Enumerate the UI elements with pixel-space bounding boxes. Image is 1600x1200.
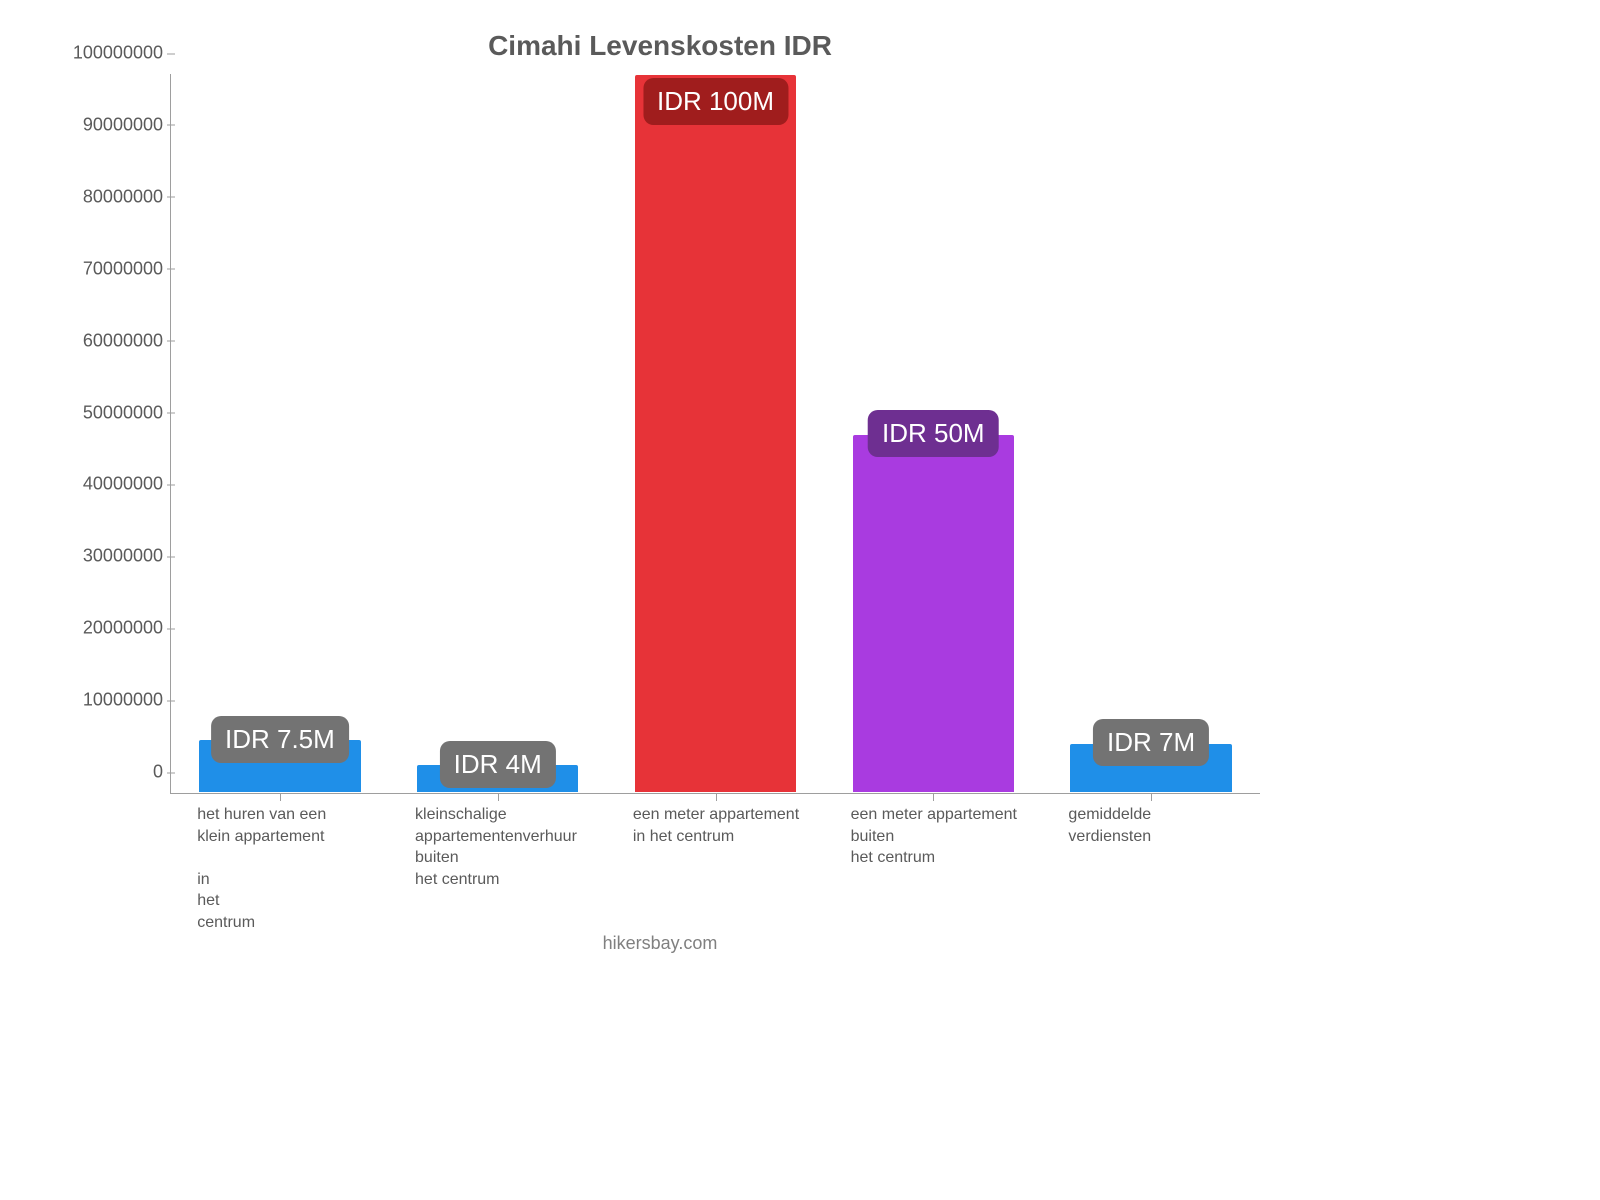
value-badge: IDR 7.5M (211, 716, 349, 763)
value-badge: IDR 4M (440, 741, 556, 788)
x-axis-label: het huren van een klein appartement in h… (197, 804, 397, 934)
y-tick-label: 10000000 (43, 690, 163, 711)
plot-area: 0100000002000000030000000400000005000000… (170, 74, 1260, 794)
bar (634, 74, 797, 793)
x-axis-label: een meter appartement in het centrum (633, 804, 833, 847)
chart-footer: hikersbay.com (40, 933, 1280, 954)
y-tick-label: 60000000 (43, 330, 163, 351)
value-badge: IDR 50M (868, 410, 999, 457)
y-tick-label: 0 (43, 762, 163, 783)
x-axis-label: kleinschalige appartementenverhuur buite… (415, 804, 615, 890)
y-tick-label: 40000000 (43, 474, 163, 495)
chart-container: Cimahi Levenskosten IDR 0100000002000000… (40, 20, 1280, 960)
y-tick-label: 90000000 (43, 114, 163, 135)
y-tick-label: 30000000 (43, 546, 163, 567)
chart-title: Cimahi Levenskosten IDR (40, 30, 1280, 62)
x-axis-label: een meter appartement buiten het centrum (851, 804, 1051, 869)
y-tick-label: 70000000 (43, 258, 163, 279)
value-badge: IDR 100M (643, 78, 788, 125)
bar (852, 434, 1015, 794)
y-tick-label: 20000000 (43, 618, 163, 639)
x-axis-label: gemiddelde verdiensten (1068, 804, 1268, 847)
value-badge: IDR 7M (1093, 719, 1209, 766)
y-tick-label: 100000000 (43, 43, 163, 64)
y-tick-label: 80000000 (43, 186, 163, 207)
y-tick-label: 50000000 (43, 402, 163, 423)
